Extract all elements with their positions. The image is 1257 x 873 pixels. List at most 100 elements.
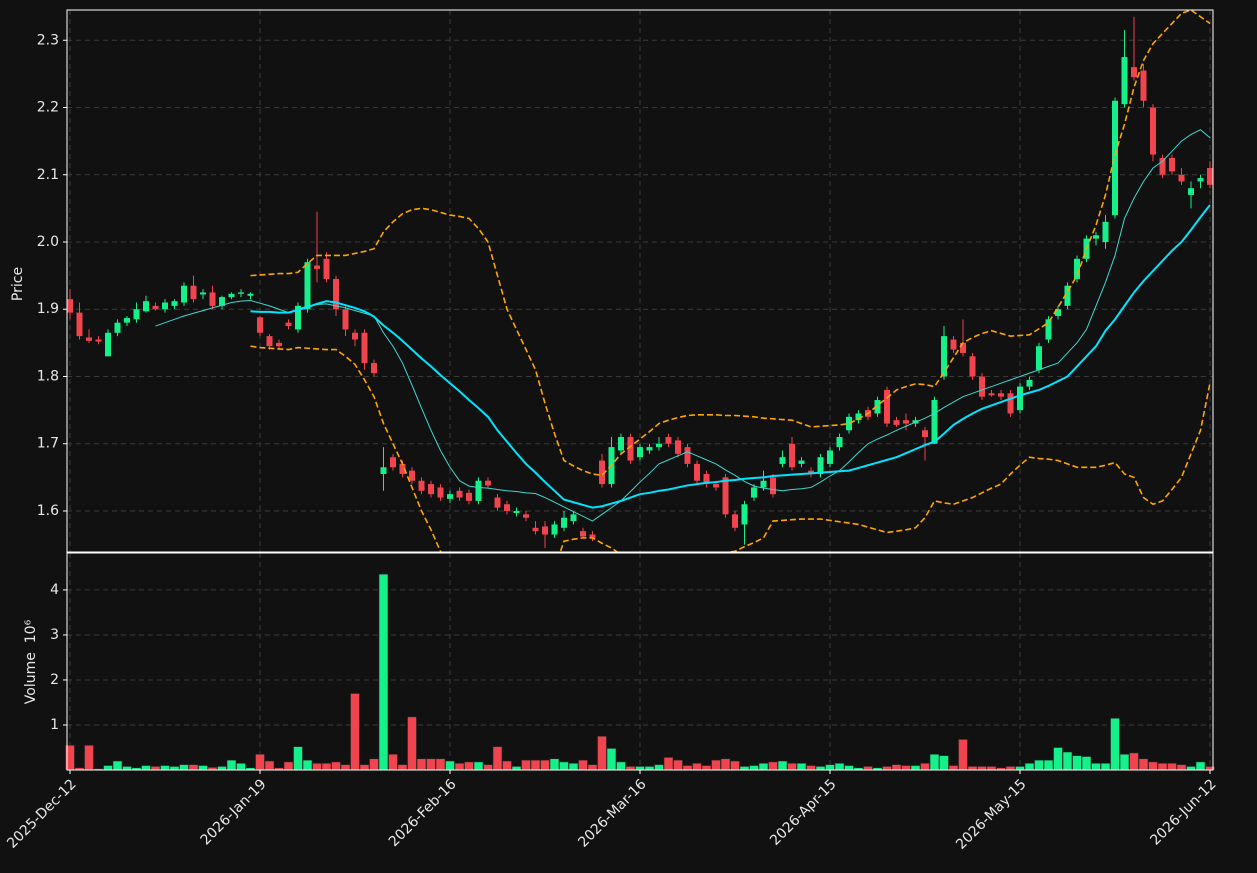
candle-body <box>352 332 358 340</box>
volume-bar <box>939 755 949 771</box>
candle-body <box>532 527 539 532</box>
candle-body <box>1131 67 1137 78</box>
volume-bar <box>445 760 455 771</box>
volume-bar <box>435 758 446 771</box>
volume-bar <box>492 746 503 771</box>
price-tick-label: 2.3 <box>37 32 59 48</box>
volume-bar <box>958 739 968 771</box>
volume-bar <box>150 766 161 771</box>
volume-bar <box>236 762 246 771</box>
candle-body <box>513 510 520 513</box>
candle-body <box>228 293 235 298</box>
volume-bar <box>597 735 607 771</box>
candle-body <box>789 443 795 468</box>
price-panel-frame <box>66 9 1214 553</box>
volume-bar <box>768 761 778 771</box>
candle-body <box>1064 285 1071 306</box>
volume-bar <box>882 766 892 771</box>
candle-body <box>827 450 833 464</box>
candle-body <box>817 457 824 474</box>
candle-body <box>219 297 225 306</box>
volume-bar <box>321 762 332 771</box>
candle-body <box>238 292 244 294</box>
volume-bar <box>388 753 398 771</box>
candle-body <box>86 337 92 341</box>
candle-body <box>1150 107 1156 155</box>
candle-body <box>988 393 995 396</box>
candle-body <box>285 322 292 327</box>
volume-tick-label: 2 <box>50 672 59 688</box>
candle-body <box>808 470 814 474</box>
volume-bar <box>521 759 531 771</box>
price-axis-label: Price <box>10 267 26 301</box>
volume-bar <box>901 765 911 771</box>
candle-body <box>1169 157 1175 172</box>
volume-bar <box>1005 766 1016 771</box>
volume-bar <box>977 766 987 771</box>
volume-bar <box>1053 747 1063 771</box>
candle-body <box>257 317 263 333</box>
candle-body <box>1207 168 1213 185</box>
indicator-line <box>250 10 1211 477</box>
volume-bar <box>1015 766 1025 771</box>
volume-bar <box>625 766 636 771</box>
volume-bar <box>578 759 588 771</box>
volume-bar <box>416 758 427 771</box>
volume-bar <box>331 761 341 771</box>
volume-bar <box>1091 762 1101 771</box>
volume-bar <box>720 758 731 771</box>
candle-body <box>922 430 928 438</box>
volume-bar <box>834 762 845 771</box>
candle-body <box>656 443 662 448</box>
candle-body <box>732 514 738 528</box>
candle-body <box>1140 70 1147 101</box>
volume-bar <box>606 748 617 771</box>
candle-body <box>276 342 282 347</box>
candle-body <box>931 400 938 444</box>
candle-body <box>1055 309 1061 316</box>
candle-body <box>646 447 653 451</box>
candle-body <box>618 437 624 451</box>
volume-tick-label: 1 <box>50 717 59 733</box>
candle-body <box>1026 379 1033 387</box>
candle-body <box>371 363 377 374</box>
candle-body <box>67 299 73 313</box>
candle-body <box>200 292 206 295</box>
volume-bar <box>986 766 997 771</box>
volume-tick-label: 3 <box>50 627 59 643</box>
candle-body <box>95 339 102 342</box>
candle-body <box>1188 188 1194 195</box>
volume-bar <box>540 759 550 771</box>
indicator-line <box>250 345 1211 552</box>
candle-body <box>760 480 767 488</box>
volume-bar <box>948 765 959 771</box>
candle-body <box>494 497 501 508</box>
volume-bar <box>293 746 303 771</box>
volume-bar <box>967 766 978 771</box>
volume-bar <box>84 744 94 771</box>
candle-body <box>741 504 748 525</box>
volume-bar <box>1062 751 1073 771</box>
candle-body <box>323 258 330 279</box>
candle-body <box>1102 221 1109 242</box>
candle-body <box>475 480 482 501</box>
candle-body <box>314 265 320 269</box>
candle-body <box>779 457 786 464</box>
volume-bar <box>1034 759 1044 771</box>
volume-bar <box>1186 766 1196 771</box>
candle-body <box>456 490 463 498</box>
volume-bar <box>711 759 721 771</box>
volume-bar <box>454 762 465 771</box>
candle-body <box>171 301 178 306</box>
candle-body <box>1121 57 1128 105</box>
candle-body <box>190 285 197 300</box>
candle-body <box>1036 346 1042 370</box>
volume-bar <box>169 766 180 771</box>
volume-bar <box>692 762 702 771</box>
volume-bar <box>701 765 712 771</box>
candle-body <box>1074 258 1080 279</box>
volume-bar <box>730 760 740 771</box>
volume-bar <box>312 762 322 771</box>
indicator-line <box>155 129 1211 522</box>
candle-body <box>969 356 976 377</box>
